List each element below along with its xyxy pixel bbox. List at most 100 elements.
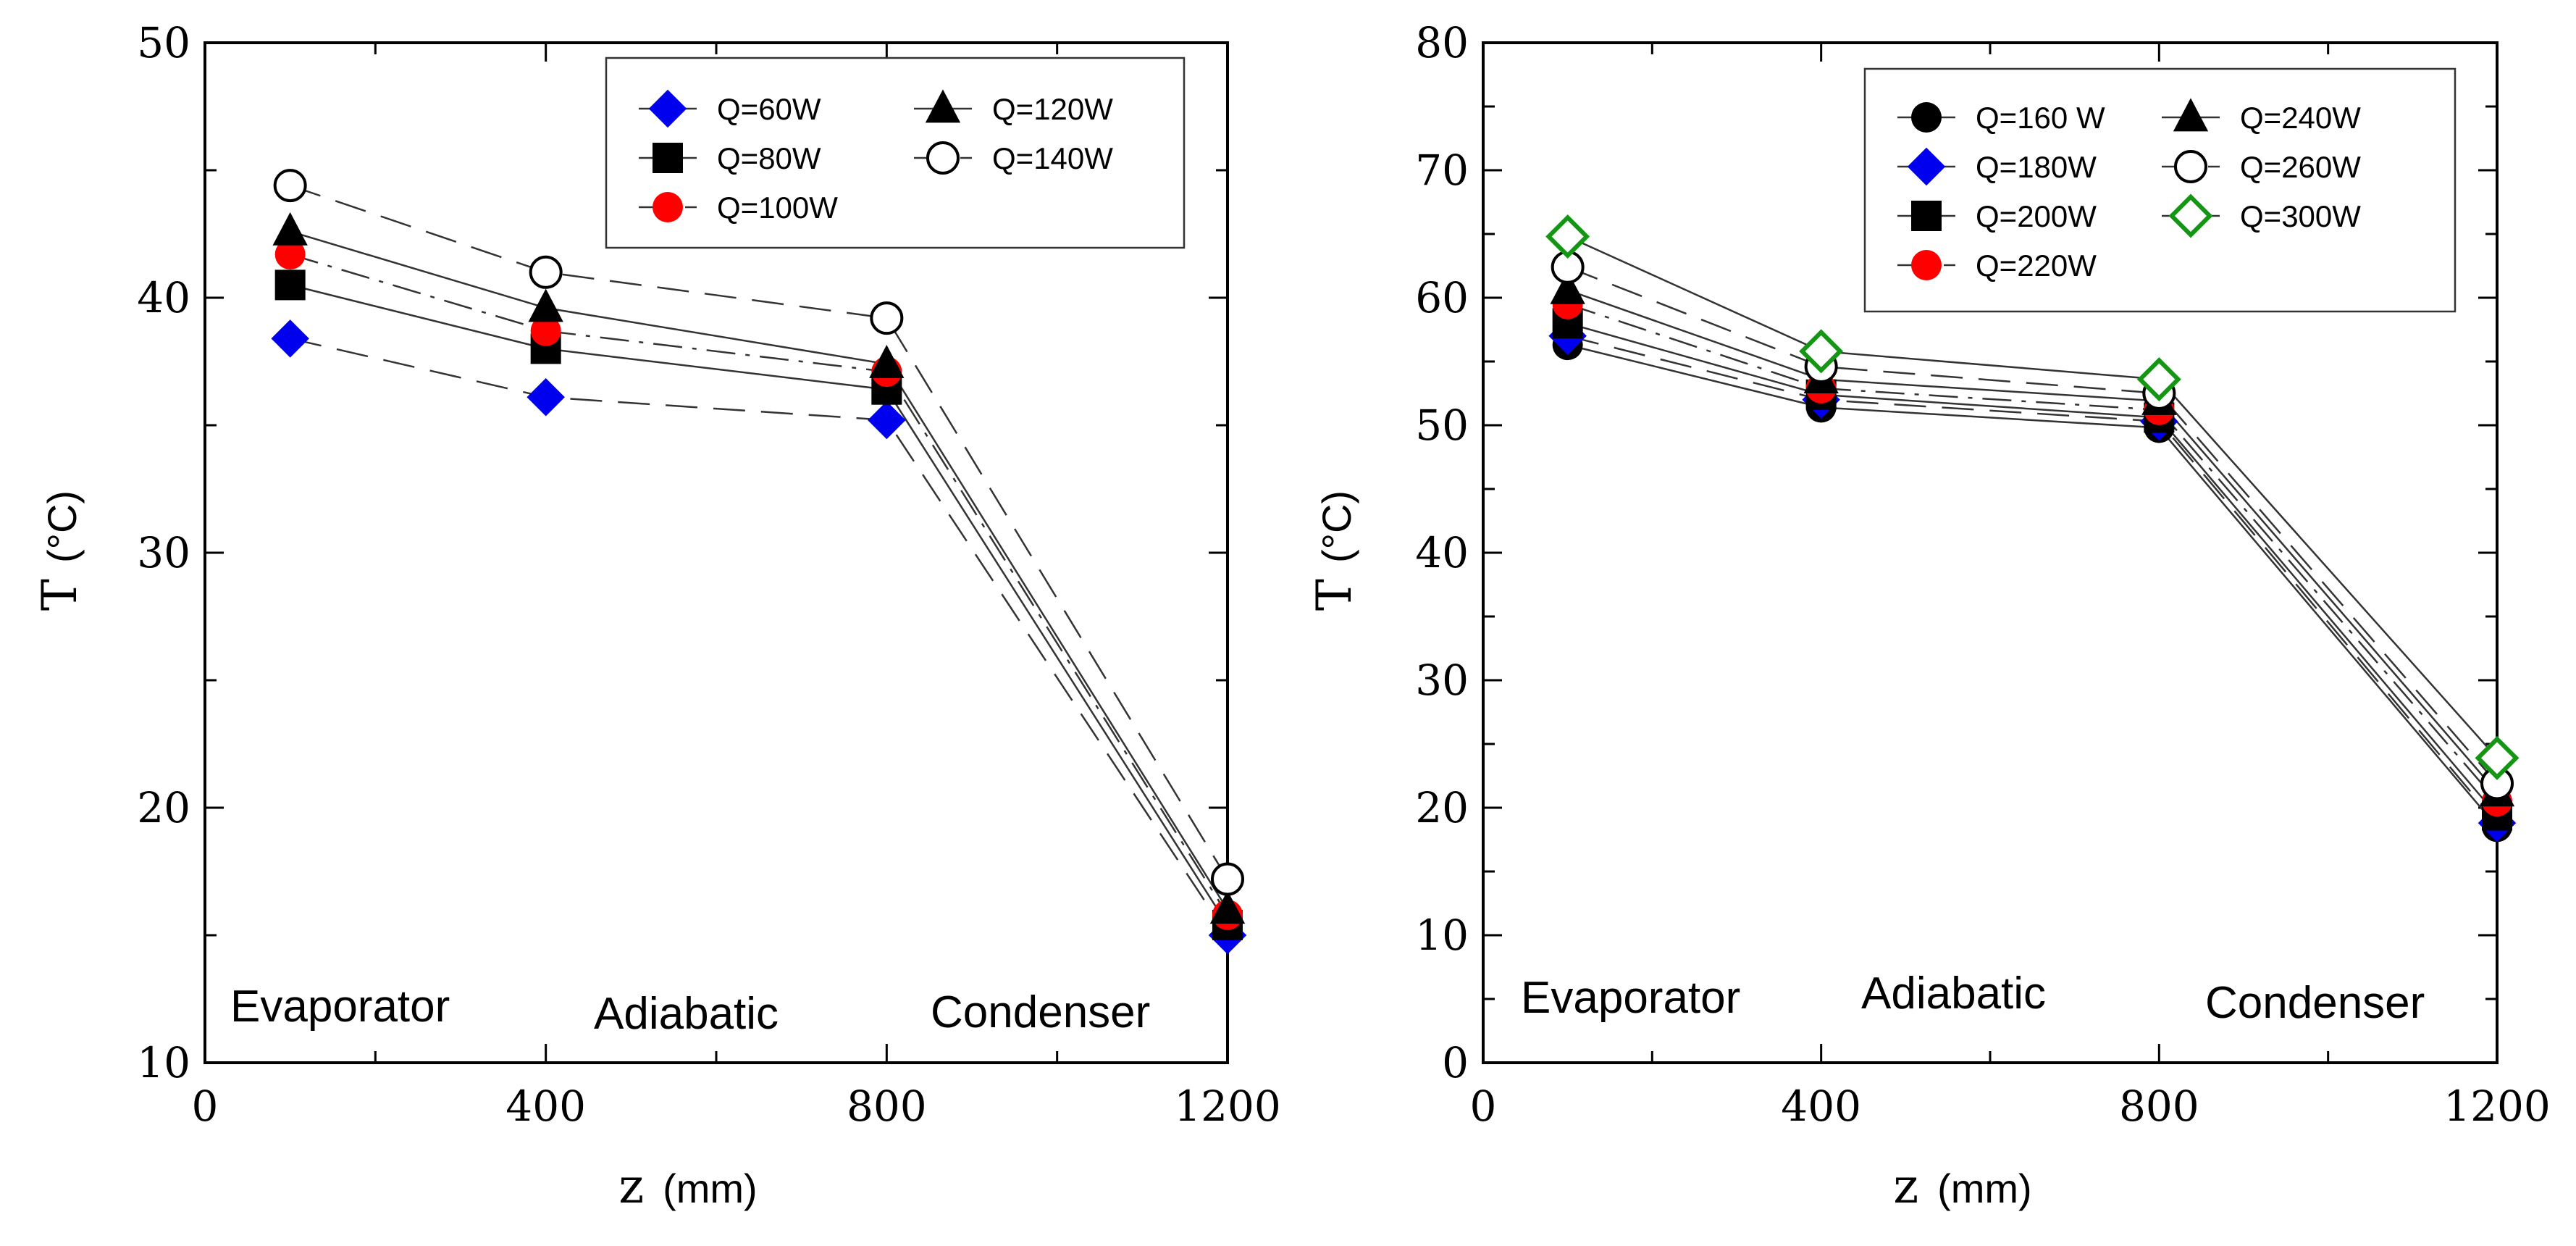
- right-series-group: [1545, 214, 2520, 842]
- left-y-tick-label: 10: [137, 1038, 190, 1087]
- left-data-point-q-120w: [1209, 890, 1246, 924]
- left-data-point-q-140w: [529, 255, 563, 289]
- left-legend-label: Q=80W: [717, 141, 821, 175]
- right-legend-marker: [2173, 98, 2209, 132]
- left-legend-label: Q=60W: [717, 92, 821, 126]
- right-legend: Q=160 W Q=180W Q=200W Q=220W Q=240W Q=260W Q=3…: [1863, 67, 2457, 313]
- left-legend-marker: [926, 141, 960, 175]
- left-legend-marker: [653, 192, 683, 222]
- right-y-tick-label: 20: [1415, 783, 1469, 832]
- left-y-tick-label: 50: [137, 18, 190, 67]
- right-series-line-q-200w: [1567, 322, 2498, 816]
- right-legend-label: Q=160 W: [1976, 101, 2105, 135]
- right-data-point-q-300w: [1799, 329, 1844, 374]
- left-data-point-q-120w: [528, 288, 563, 322]
- right-chart: 0 400 800 1200 0 10 20 30 40 50 60 70 80 Evaporator…: [1306, 18, 2551, 1214]
- left-region-label-condenser: Condenser: [931, 987, 1150, 1037]
- right-data-point-q-300w: [2136, 357, 2181, 402]
- right-y-tick-label: 50: [1415, 401, 1469, 450]
- left-series-group: [271, 169, 1247, 955]
- right-series-line-q-180w: [1567, 335, 2498, 824]
- right-y-axis-symbol: T: [1306, 579, 1362, 611]
- left-region-label-adiabatic: Adiabatic: [594, 989, 779, 1039]
- right-legend-entry-q-260w: Q=260W: [2162, 150, 2361, 184]
- left-region-label-evaporator: Evaporator: [230, 982, 450, 1032]
- left-y-axis-symbol: T: [32, 579, 88, 611]
- left-data-point-q-120w: [272, 212, 308, 246]
- right-region-label-adiabatic: Adiabatic: [1861, 969, 2046, 1019]
- left-y-tick-labels: 10 20 30 40 50: [137, 18, 190, 1087]
- right-x-tick-label: 1200: [2443, 1082, 2551, 1131]
- right-series-line-q-220w: [1567, 303, 2498, 803]
- right-x-axis-unit: (mm): [1937, 1166, 2032, 1211]
- right-y-tick-label: 70: [1415, 146, 1469, 195]
- right-legend-label: Q=180W: [1976, 150, 2097, 184]
- left-y-tick-label: 40: [137, 273, 190, 322]
- left-legend-entry-q-100w: Q=100W: [639, 191, 838, 225]
- right-legend-label: Q=240W: [2240, 101, 2361, 135]
- left-data-point-q-60w: [526, 378, 565, 417]
- right-legend-label: Q=300W: [2240, 199, 2361, 233]
- right-legend-box: [1863, 67, 2457, 313]
- left-y-tick-label: 20: [137, 783, 190, 832]
- left-x-tick-label: 1200: [1174, 1082, 1281, 1131]
- right-y-axis-unit: (°C): [1314, 490, 1359, 563]
- left-data-point-q-140w: [1211, 862, 1244, 896]
- right-y-tick-label: 60: [1415, 273, 1469, 322]
- right-region-label-evaporator: Evaporator: [1521, 973, 1740, 1023]
- left-legend-box: [605, 57, 1186, 249]
- right-y-tick-labels: 0 10 20 30 40 50 60 70 80: [1415, 18, 1469, 1087]
- left-series-line-q-140w: [290, 184, 1229, 880]
- left-x-axis-label: z (mm): [618, 1158, 757, 1214]
- right-series-lines: [1567, 235, 2498, 828]
- left-legend: Q=60W Q=80W Q=100W Q=120W Q=140W: [605, 57, 1186, 249]
- left-series-line-q-120w: [290, 230, 1229, 911]
- left-legend-entry-q-80w: Q=80W: [639, 141, 821, 175]
- left-x-axis-symbol: z: [618, 1158, 644, 1214]
- left-chart: 0 400 800 1200 10 20 30 40 50 Evaporator Adiaba…: [32, 18, 1281, 1214]
- left-x-tick-label: 0: [192, 1082, 219, 1131]
- left-data-point-q-60w: [271, 319, 309, 358]
- right-y-tick-label: 0: [1442, 1038, 1469, 1087]
- right-data-point-q-300w: [1545, 214, 1590, 259]
- right-series-line-q-300w: [1567, 235, 2498, 759]
- left-series-lines: [290, 184, 1229, 936]
- left-data-point-q-140w: [870, 301, 904, 335]
- right-legend-entry-q-180w: Q=180W: [1897, 147, 2097, 186]
- right-y-tick-label: 80: [1415, 18, 1469, 67]
- left-y-axis-label: T (°C): [32, 490, 88, 611]
- left-series-line-q-60w: [290, 338, 1229, 936]
- right-legend-marker: [2174, 150, 2207, 183]
- right-legend-label: Q=200W: [1976, 199, 2097, 233]
- right-legend-entry-q-300w: Q=300W: [2162, 193, 2361, 238]
- right-legend-marker: [1911, 201, 1942, 231]
- left-y-axis-unit: (°C): [39, 490, 85, 563]
- left-legend-label: Q=100W: [717, 191, 838, 225]
- right-axis-ticks: [1482, 41, 2499, 1064]
- right-x-tick-label: 400: [1781, 1082, 1861, 1131]
- left-series-line-q-80w: [290, 284, 1229, 926]
- left-series-markers: [271, 169, 1247, 955]
- right-legend-marker: [1907, 147, 1946, 186]
- right-y-tick-label: 40: [1415, 528, 1469, 577]
- left-data-point-q-100w: [274, 239, 306, 270]
- left-x-axis-unit: (mm): [663, 1166, 758, 1211]
- right-legend-entry-q-240w: Q=240W: [2162, 98, 2361, 135]
- left-y-tick-label: 30: [137, 528, 190, 577]
- left-data-point-q-120w: [869, 344, 905, 378]
- right-legend-entry-q-220w: Q=220W: [1897, 248, 2097, 283]
- left-legend-entry-q-140w: Q=140W: [914, 141, 1113, 175]
- right-x-axis-label: z (mm): [1893, 1158, 2031, 1214]
- right-x-tick-label: 800: [2119, 1082, 2199, 1131]
- left-legend-marker: [653, 143, 683, 173]
- left-data-point-q-140w: [273, 169, 307, 203]
- left-series-line-q-100w: [290, 253, 1229, 916]
- right-legend-marker: [1911, 250, 1942, 280]
- left-legend-marker: [925, 89, 961, 123]
- right-series-markers: [1545, 214, 2520, 842]
- right-x-axis-symbol: z: [1893, 1158, 1918, 1214]
- left-x-tick-label: 400: [505, 1082, 586, 1131]
- left-legend-marker: [648, 89, 687, 128]
- left-x-tick-label: 800: [847, 1082, 927, 1131]
